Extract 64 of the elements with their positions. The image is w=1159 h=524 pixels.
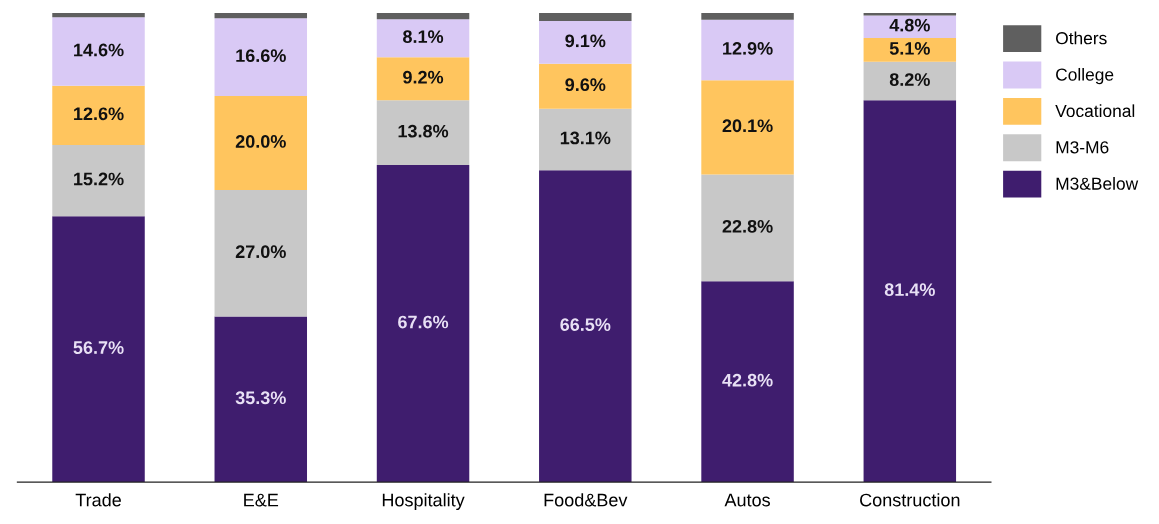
data-label: 12.9%: [723, 41, 773, 55]
x-tick-label: Trade: [75, 493, 121, 507]
data-label: 66.5%: [560, 318, 611, 331]
data-label: 20.1%: [722, 119, 773, 133]
bar: [52, 13, 145, 18]
legend-label: College: [1056, 67, 1114, 85]
bar: [539, 170, 632, 483]
bar: [214, 18, 308, 97]
bar: [701, 19, 794, 81]
bar: [701, 13, 794, 20]
bar: [376, 19, 470, 58]
data-label: 56.7%: [73, 341, 124, 354]
bar: [539, 108, 632, 171]
bar: [863, 61, 957, 101]
bar: [52, 85, 145, 145]
legend-label: M3&Below: [1056, 177, 1139, 190]
bar: [701, 281, 794, 483]
data-label: 9.6%: [565, 78, 606, 92]
data-label: 5.1%: [889, 42, 930, 55]
data-label: 9.1%: [565, 34, 606, 48]
bar: [863, 37, 957, 62]
bar: [214, 96, 308, 190]
data-label: 14.6%: [74, 43, 124, 57]
bar: [539, 13, 632, 22]
bar: [863, 100, 957, 483]
bar: [376, 100, 470, 166]
bar: [214, 189, 308, 317]
bar: [52, 216, 145, 483]
data-label: 13.8%: [398, 124, 449, 138]
bar: [214, 13, 308, 19]
data-label: 16.6%: [236, 49, 286, 63]
bar: [52, 144, 145, 217]
bar: [539, 63, 632, 109]
data-label: 22.8%: [722, 219, 773, 233]
data-label: 12.6%: [74, 107, 124, 121]
bar: [52, 17, 145, 86]
data-label: 42.8%: [722, 373, 773, 387]
data-label: 4.8%: [889, 18, 930, 32]
bar: [214, 316, 308, 483]
data-label: 9.2%: [403, 70, 444, 84]
data-label: 27.0%: [235, 245, 286, 259]
data-label: 35.3%: [235, 391, 286, 405]
x-tick-label: Autos: [724, 493, 770, 507]
bar: [376, 165, 470, 483]
bar: [863, 15, 957, 38]
x-tick-label: Construction: [860, 493, 960, 507]
bar: [701, 174, 794, 282]
data-label: 67.6%: [398, 315, 449, 329]
data-label: 81.4%: [884, 283, 935, 297]
legend-label: Vocational: [1055, 104, 1135, 118]
bar: [376, 57, 470, 101]
x-tick-label: E&E: [244, 493, 279, 507]
data-label: 8.2%: [889, 73, 930, 86]
x-tick-label: Food&Bev: [544, 493, 628, 507]
data-label: 13.1%: [560, 131, 611, 145]
legend-label: Others: [1056, 31, 1107, 45]
bar: [376, 13, 470, 20]
bar: [539, 21, 632, 64]
legend-label: M3-M6: [1056, 141, 1109, 154]
data-label: 20.0%: [235, 135, 286, 148]
data-label: 8.1%: [403, 30, 444, 44]
bar: [701, 80, 794, 175]
data-label: 15.2%: [74, 172, 124, 186]
x-tick-label: Hospitality: [382, 493, 465, 511]
